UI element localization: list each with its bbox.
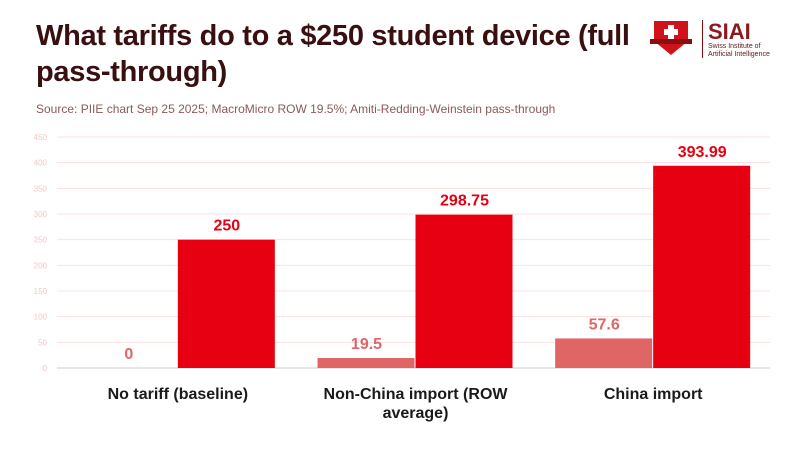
x-category-label: China import [604,386,703,403]
data-label: 0 [124,346,133,363]
price-bar [177,239,275,368]
y-tick-label: 300 [34,210,48,219]
y-tick-label: 0 [43,364,48,373]
shield-icon [650,21,692,55]
y-tick-label: 350 [34,184,48,193]
data-label: 298.75 [440,193,489,210]
data-label: 57.6 [589,316,620,333]
x-category-label: average) [383,405,449,422]
price-bar [415,214,513,368]
chart-title: What tariffs do to a $250 student device… [36,20,630,88]
x-category-label: Non-China import (ROW [324,386,509,403]
tariff-bar [317,357,415,368]
y-tick-label: 150 [34,287,48,296]
data-label: 393.99 [678,144,727,161]
data-label: 250 [213,218,240,235]
y-tick-label: 200 [34,261,48,270]
logo-tagline: Swiss Institute of [708,42,761,50]
tariff-bar [555,338,653,368]
y-tick-label: 250 [34,236,48,245]
logo-tagline: Artificial Intelligence [708,50,770,58]
chart-subtitle: Source: PIIE chart Sep 25 2025; MacroMic… [36,102,556,116]
logo-divider [702,20,703,58]
data-label: 19.5 [351,336,382,353]
price-bar [653,165,751,368]
x-category-label: No tariff (baseline) [108,386,248,403]
logo-name: SIAI [708,18,751,44]
y-tick-label: 50 [38,338,47,347]
y-tick-label: 450 [34,133,48,142]
y-tick-label: 400 [34,159,48,168]
siai-logo: SIAI Swiss Institute of Artificial Intel… [648,16,770,62]
y-tick-label: 100 [34,313,48,322]
